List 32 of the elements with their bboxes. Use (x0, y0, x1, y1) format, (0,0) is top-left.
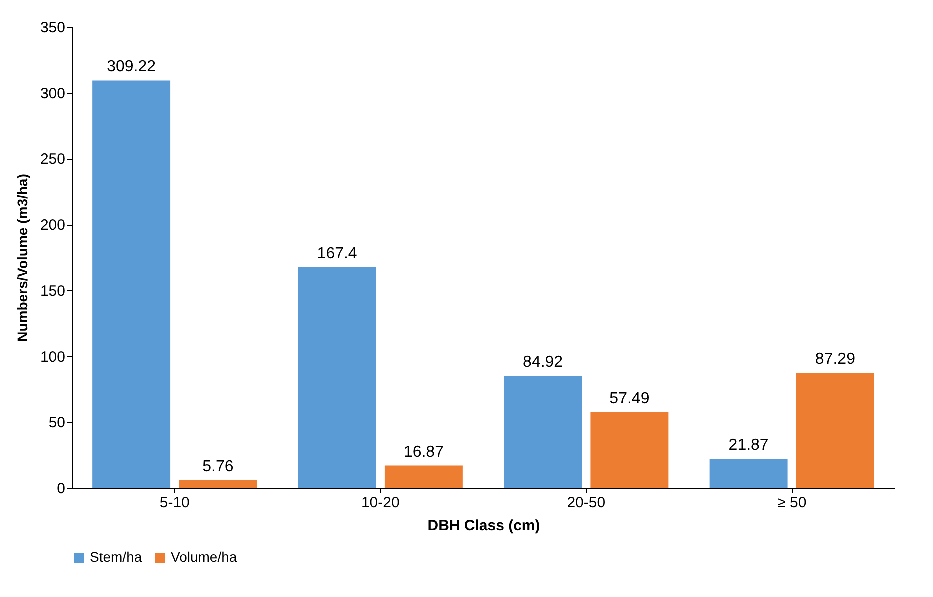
data-label: 57.49 (610, 390, 650, 408)
data-label: 21.87 (728, 437, 769, 454)
y-tick-label: 0 (57, 480, 66, 498)
data-label: 16.87 (404, 444, 444, 461)
bar (504, 376, 582, 488)
y-tick-label: 150 (40, 282, 66, 300)
y-tick-label: 250 (40, 151, 66, 168)
bar (590, 412, 669, 488)
data-label: 167.4 (317, 246, 358, 263)
x-axis-title: DBH Class (cm) (428, 518, 540, 534)
bar (298, 268, 376, 488)
bar (710, 459, 788, 488)
x-tick-label: 10-20 (361, 494, 400, 512)
bar (384, 466, 463, 488)
legend-label: Volume/ha (171, 549, 238, 565)
y-tick-label: 350 (40, 20, 66, 36)
data-label: 309.22 (107, 58, 156, 76)
x-tick-label: 20-50 (567, 494, 606, 512)
legend-label: Stem/ha (90, 549, 142, 565)
y-tick-label: 300 (40, 85, 66, 102)
y-tick-label: 200 (40, 217, 66, 234)
y-tick-label: 50 (48, 414, 66, 432)
x-tick-label: 5-10 (160, 494, 190, 512)
bar (796, 373, 874, 488)
x-tick-label: ≥ 50 (778, 494, 807, 512)
bar (92, 80, 171, 488)
data-label: 5.76 (202, 458, 234, 476)
data-label: 84.92 (523, 354, 564, 372)
y-tick-label: 100 (40, 348, 66, 366)
bar (179, 480, 258, 488)
y-axis-title: Numbers/Volume (m3/ha) (14, 174, 30, 342)
data-label: 87.29 (815, 351, 856, 368)
